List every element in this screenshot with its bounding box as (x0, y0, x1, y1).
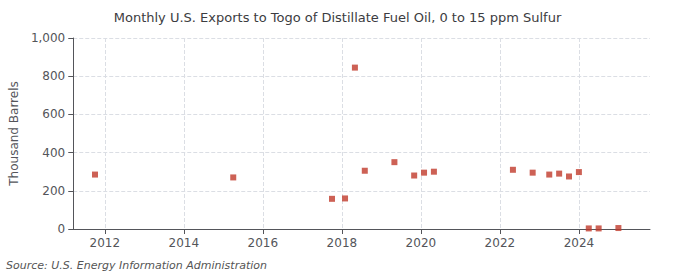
svg-text:Source: U.S. Energy Informatio: Source: U.S. Energy Information Administ… (6, 259, 267, 272)
svg-text:2012: 2012 (90, 236, 121, 250)
svg-text:2020: 2020 (406, 236, 437, 250)
svg-text:400: 400 (42, 146, 65, 160)
svg-text:Thousand Barrels: Thousand Barrels (7, 81, 21, 186)
svg-text:800: 800 (42, 69, 65, 83)
svg-text:1,000: 1,000 (31, 31, 65, 45)
svg-text:2016: 2016 (248, 236, 279, 250)
svg-text:Monthly U.S. Exports to Togo o: Monthly U.S. Exports to Togo of Distilla… (114, 10, 562, 25)
svg-text:2014: 2014 (169, 236, 200, 250)
svg-text:2018: 2018 (327, 236, 358, 250)
svg-text:200: 200 (42, 184, 65, 198)
svg-text:2024: 2024 (564, 236, 595, 250)
svg-text:0: 0 (58, 222, 66, 236)
svg-text:600: 600 (42, 107, 65, 121)
svg-text:2022: 2022 (485, 236, 516, 250)
